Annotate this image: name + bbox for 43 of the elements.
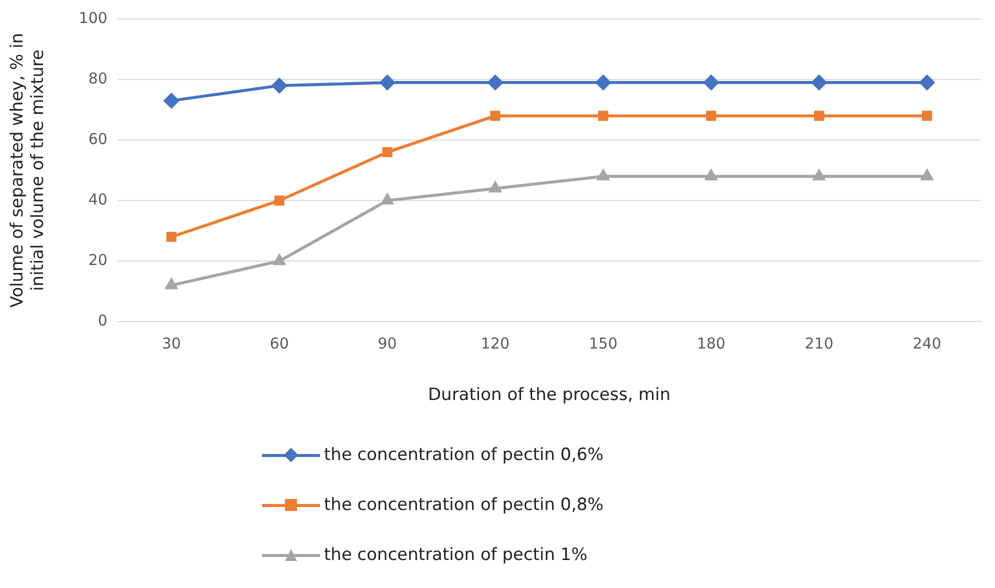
y-tick-label: 100 bbox=[78, 8, 108, 27]
x-tick-label: 180 bbox=[696, 334, 726, 352]
legend-label: the concentration of pectin 1% bbox=[324, 545, 588, 565]
y-tick-label: 60 bbox=[88, 130, 108, 148]
point bbox=[380, 75, 395, 90]
x-tick-label: 150 bbox=[588, 334, 618, 352]
x-axis-title: Duration of the process, min bbox=[428, 385, 670, 406]
point bbox=[921, 170, 933, 180]
x-tick-label: 210 bbox=[804, 334, 834, 352]
point bbox=[705, 170, 717, 180]
point bbox=[598, 110, 608, 121]
point bbox=[704, 75, 719, 90]
point bbox=[596, 75, 611, 90]
point bbox=[382, 147, 392, 158]
point bbox=[706, 110, 716, 121]
point bbox=[920, 75, 935, 90]
point bbox=[814, 110, 824, 121]
y-axis-title: Volume of separated whey, % in initial volume of the mixture bbox=[8, 32, 48, 308]
y-tick-label: 40 bbox=[88, 190, 108, 208]
point bbox=[166, 232, 176, 242]
y-tick-label: 20 bbox=[88, 250, 108, 269]
point bbox=[274, 196, 284, 206]
y-tick-label: 80 bbox=[88, 69, 108, 88]
point bbox=[166, 278, 178, 290]
x-tick-label: 120 bbox=[480, 334, 510, 352]
x-tick-label: 240 bbox=[912, 334, 942, 352]
point bbox=[488, 75, 503, 90]
point bbox=[490, 110, 500, 121]
legend-label: the concentration of pectin 0,6% bbox=[324, 445, 604, 465]
point bbox=[381, 194, 394, 205]
point bbox=[813, 170, 825, 180]
point bbox=[922, 110, 932, 121]
point bbox=[597, 170, 610, 180]
point bbox=[164, 93, 179, 108]
x-tick-label: 60 bbox=[270, 334, 289, 352]
y-tick-label: 0 bbox=[98, 311, 108, 330]
point bbox=[489, 182, 502, 192]
point bbox=[812, 75, 827, 90]
x-tick-label: 90 bbox=[378, 334, 397, 352]
x-tick-label: 30 bbox=[162, 334, 181, 352]
point bbox=[272, 78, 287, 94]
point bbox=[274, 254, 286, 266]
legend-label: the concentration of pectin 0,8% bbox=[324, 495, 604, 515]
